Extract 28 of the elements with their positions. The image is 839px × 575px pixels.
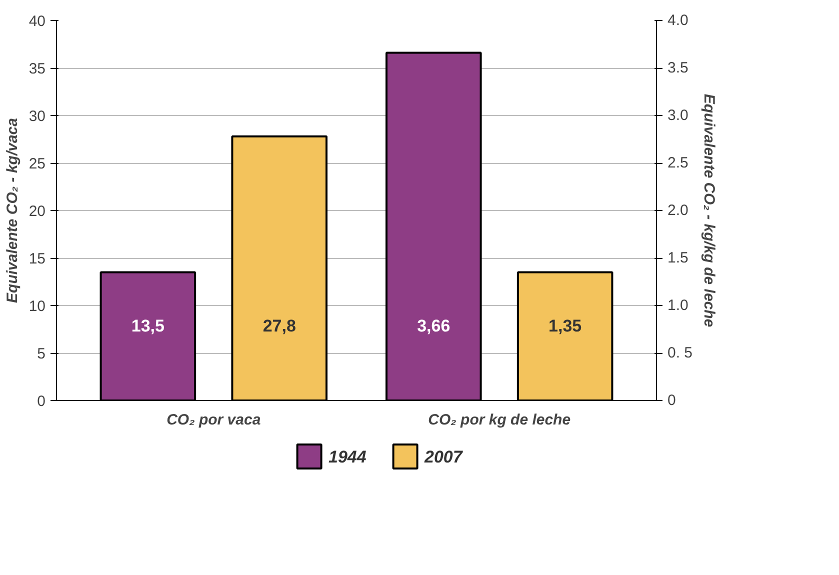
y-tick-label: 10: [28, 298, 46, 315]
legend-label: 2007: [424, 448, 464, 466]
data-label: 27,8: [262, 316, 296, 336]
data-label: 3,66: [417, 316, 450, 336]
y2-tick-label: 1.5: [668, 250, 688, 266]
data-label: 13,5: [131, 316, 164, 336]
y-tick-label: 25: [28, 156, 46, 172]
y2-tick-label: 0. 5: [668, 344, 693, 362]
y-axis-title: Equivalente CO₂ - kg/vaca: [4, 118, 21, 303]
y-tick-label: 5: [37, 346, 46, 362]
legend-label: 1944: [328, 448, 367, 466]
y2-tick-label: 3.0: [668, 107, 688, 124]
data-label: 1,35: [548, 316, 582, 336]
y2-axis-title: Equivalente CO₂ - kg/kg de leche: [700, 94, 718, 328]
y-tick-label: 30: [28, 108, 46, 125]
y2-tick-label: 2.0: [668, 202, 688, 219]
y2-tick-label: 4.0: [668, 12, 688, 29]
y-tick-label: 40: [28, 13, 46, 30]
y2-tick-label: 1.0: [668, 297, 688, 314]
x-tick-label: CO₂ por vaca: [166, 412, 261, 428]
y-tick-label: 0: [37, 393, 46, 410]
y-tick-label: 20: [28, 203, 46, 220]
y2-tick-label: 0: [668, 392, 676, 409]
y2-tick-label: 2.5: [668, 154, 688, 172]
y-tick-label: 15: [28, 250, 46, 268]
y-tick-label: 35: [28, 60, 46, 78]
x-tick-label: CO₂ por kg de leche: [428, 412, 571, 428]
y2-tick-label: 3.5: [668, 60, 688, 76]
